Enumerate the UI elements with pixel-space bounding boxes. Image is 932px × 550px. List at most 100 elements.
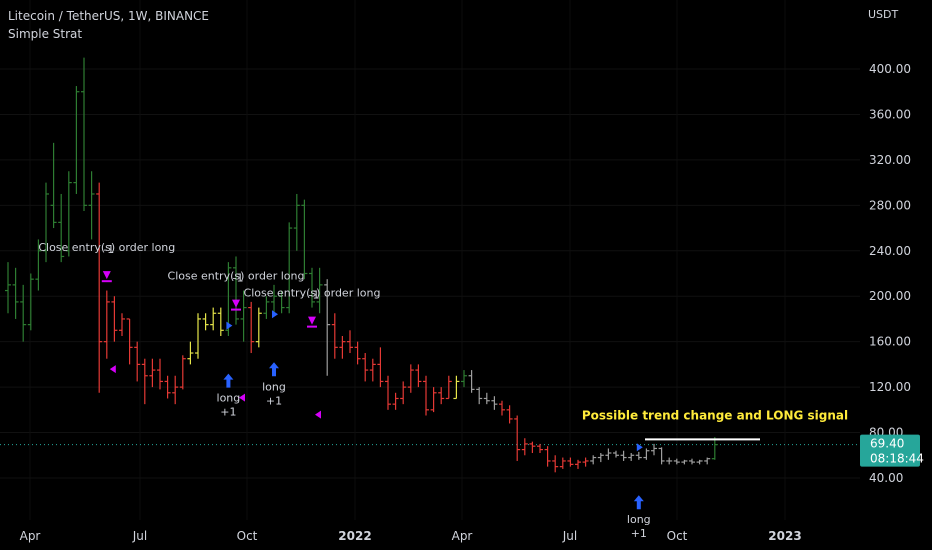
ohlc-bar[interactable] — [582, 457, 589, 467]
ohlc-bar[interactable] — [240, 290, 247, 342]
ohlc-bar[interactable] — [544, 446, 551, 467]
ohlc-bar[interactable] — [73, 86, 80, 194]
ohlc-bar[interactable] — [613, 450, 619, 458]
ohlc-bar[interactable] — [476, 387, 483, 405]
ohlc-bar[interactable] — [651, 443, 657, 456]
ohlc-bar[interactable] — [103, 290, 110, 359]
ohlc-series[interactable] — [5, 57, 718, 473]
ohlc-bar[interactable] — [521, 438, 528, 456]
ohlc-bar[interactable] — [590, 455, 597, 465]
ohlc-bar[interactable] — [377, 347, 384, 388]
ohlc-bar[interactable] — [529, 441, 536, 454]
ohlc-bar[interactable] — [559, 457, 566, 469]
ohlc-bar[interactable] — [20, 284, 27, 342]
ohlc-bar[interactable] — [301, 199, 308, 280]
ohlc-bar[interactable] — [5, 262, 11, 314]
ohlc-bar[interactable] — [415, 364, 422, 388]
ohlc-bar[interactable] — [407, 364, 414, 393]
ohlc-bar[interactable] — [438, 387, 445, 405]
ohlc-bar[interactable] — [309, 267, 315, 308]
ohlc-bar[interactable] — [605, 448, 612, 460]
ohlc-bar[interactable] — [453, 375, 460, 400]
ohlc-bar[interactable] — [658, 447, 665, 465]
ohlc-bar[interactable] — [468, 370, 475, 393]
time-axis[interactable]: Apr Jul Oct 2022 Apr Jul Oct 2023 — [20, 529, 802, 543]
ohlc-bar[interactable] — [711, 437, 718, 460]
ohlc-bar[interactable] — [202, 313, 209, 331]
symbol-title[interactable]: Litecoin / TetherUS, 1W, BINANCE — [8, 9, 210, 23]
ohlc-bar[interactable] — [248, 301, 255, 354]
ohlc-bar[interactable] — [666, 457, 673, 465]
ohlc-bar[interactable] — [620, 450, 627, 461]
ohlc-bar[interactable] — [704, 457, 711, 465]
ohlc-bar[interactable] — [286, 222, 293, 314]
ohlc-bar[interactable] — [567, 457, 574, 467]
ohlc-bar[interactable] — [179, 355, 186, 390]
ohlc-bar[interactable] — [324, 279, 331, 376]
ohlc-bar[interactable] — [172, 375, 179, 405]
chart-grid — [0, 0, 860, 520]
price-axis[interactable]: 400.00 360.00 320.00 280.00 240.00 200.00 160.… — [860, 0, 932, 550]
ohlc-bar[interactable] — [278, 290, 285, 314]
ohlc-bar[interactable] — [689, 458, 695, 465]
ohlc-bar[interactable] — [210, 307, 217, 331]
ohlc-bar[interactable] — [347, 330, 353, 354]
ohlc-bar[interactable] — [514, 415, 521, 461]
ohlc-bar[interactable] — [635, 451, 642, 460]
ohlc-bar[interactable] — [385, 375, 391, 410]
ohlc-bar[interactable] — [499, 400, 505, 416]
ohlc-bar[interactable] — [119, 313, 125, 336]
ohlc-bar[interactable] — [141, 358, 148, 405]
ohlc-bar[interactable] — [65, 171, 72, 257]
ohlc-bar[interactable] — [537, 443, 543, 454]
ohlc-bar[interactable] — [354, 341, 361, 365]
ohlc-bar[interactable] — [597, 453, 604, 463]
ohlc-bar[interactable] — [96, 182, 103, 393]
ohlc-bar[interactable] — [217, 307, 224, 336]
ohlc-bar[interactable] — [483, 392, 490, 405]
ohlc-bar[interactable] — [491, 396, 498, 410]
ohlc-bar[interactable] — [552, 455, 559, 473]
ohlc-bar[interactable] — [81, 57, 87, 212]
ohlc-bar[interactable] — [255, 307, 262, 348]
ohlc-bar[interactable] — [195, 313, 201, 359]
ohlc-bar[interactable] — [187, 341, 194, 365]
ohlc-bar[interactable] — [233, 256, 239, 325]
ohlc-bar[interactable] — [111, 296, 118, 342]
ohlc-bar[interactable] — [331, 313, 338, 359]
ohlc-bar[interactable] — [400, 381, 407, 405]
ohlc-bar[interactable] — [628, 453, 635, 461]
ohlc-bar[interactable] — [58, 193, 65, 263]
ohlc-bar[interactable] — [575, 459, 581, 469]
ohlc-bar[interactable] — [293, 193, 300, 251]
ohlc-bar[interactable] — [88, 171, 95, 240]
ohlc-bar[interactable] — [506, 405, 513, 424]
indicator-name[interactable]: Simple Strat — [8, 27, 83, 41]
ohlc-bar[interactable] — [392, 392, 399, 410]
ohlc-bar[interactable] — [643, 448, 650, 460]
ohlc-bar[interactable] — [339, 335, 346, 359]
ohlc-bar[interactable] — [157, 358, 163, 390]
ohlc-bar[interactable] — [673, 458, 680, 465]
ohlc-bar[interactable] — [27, 273, 34, 331]
ohlc-bar[interactable] — [362, 353, 369, 382]
ohlc-bar[interactable] — [430, 387, 437, 413]
ohlc-bar[interactable] — [369, 358, 376, 382]
ohlc-bar[interactable] — [316, 267, 323, 314]
ohlc-bar[interactable] — [164, 375, 171, 399]
ohlc-bar[interactable] — [263, 296, 270, 319]
ohlc-bar[interactable] — [423, 375, 429, 416]
ohlc-bar[interactable] — [126, 318, 133, 365]
ohlc-bar[interactable] — [696, 459, 703, 465]
ohlc-bar[interactable] — [445, 375, 452, 400]
ohlc-bar[interactable] — [43, 182, 49, 263]
ohlc-bar[interactable] — [35, 239, 42, 291]
ohlc-bar[interactable] — [50, 142, 57, 229]
ohlc-bar[interactable] — [681, 459, 688, 465]
ohlc-bar[interactable] — [12, 267, 19, 319]
ohlc-bar[interactable] — [271, 284, 277, 314]
ohlc-bar[interactable] — [134, 341, 141, 382]
ohlc-bar[interactable] — [461, 370, 467, 388]
ohlc-bar[interactable] — [149, 358, 156, 388]
